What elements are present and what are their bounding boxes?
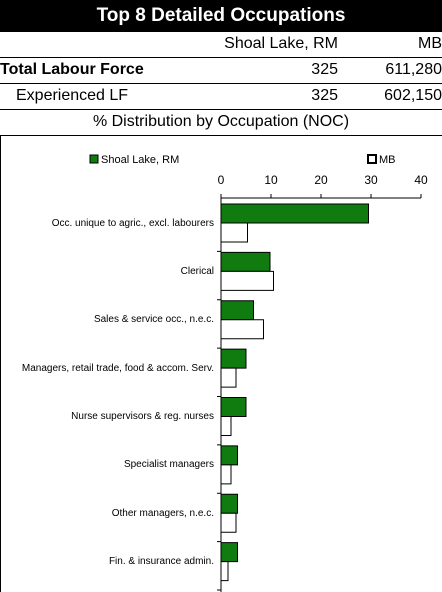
bar [220,348,247,369]
category-label: Specialist managers [0,458,214,471]
row-label: Total Labour Force [0,61,144,78]
category-text: Fin. & insurance admin. [108,556,214,568]
bar [220,561,229,582]
table-row: Experienced LF 325 602,150 [0,84,442,110]
subtitle: % Distribution by Occupation (NOC) [92,113,350,130]
bar [220,367,237,388]
cell: 325 [311,87,338,104]
cell: 602,150 [384,87,442,104]
bar [220,300,254,321]
category-label: Clerical [0,265,214,278]
column-header: Shoal Lake, RM [224,35,338,52]
category-label: Other managers, n.e.c. [0,507,214,520]
category-label: Sales & service occ., n.e.c. [0,313,214,326]
x-tick-label: 40 [414,173,428,187]
category-text: Clerical [180,265,214,277]
bar [220,270,274,291]
category-text: Managers, retail trade, food & accom. Se… [21,362,214,374]
row-label: Experienced LF [16,87,129,104]
title: Top 8 Detailed Occupations [96,5,346,26]
category-text: Specialist managers [123,459,214,471]
category-label: Nurse supervisors & reg. nurses [0,410,214,423]
legend-label: MB [379,154,396,166]
category-label: Occ. unique to agric., excl. labourers [0,217,214,230]
cell: 325 [311,61,338,78]
table-row: Total Labour Force 325 611,280 [0,58,442,84]
legend-label: Shoal Lake, RM [101,154,179,166]
bar [220,542,238,563]
bar [220,251,271,272]
category-label: Managers, retail trade, food & accom. Se… [0,362,214,375]
bar [220,416,232,436]
category-text: Nurse supervisors & reg. nurses [71,411,214,422]
legend-swatch [89,154,99,164]
bar [220,319,264,340]
x-tick-label: 30 [364,173,378,187]
x-tick-label: 20 [314,173,328,187]
bar [220,203,369,224]
bar [220,222,248,243]
category-label: Fin. & insurance admin. [0,555,214,568]
bar [220,493,238,514]
bar [220,512,237,533]
category-text: Other managers, n.e.c. [111,507,214,519]
bar [220,464,232,485]
subtitle-row: % Distribution by Occupation (NOC) [0,110,442,136]
legend-swatch [367,154,377,164]
category-text: Occ. unique to agric., excl. labourers [51,217,214,229]
title-bar: Top 8 Detailed Occupations [0,0,442,32]
category-text: Sales & service occ., n.e.c. [93,314,214,326]
column-header: MB [418,35,442,52]
bar [220,397,247,417]
cell: 611,280 [385,61,442,78]
x-tick-label: 10 [264,173,278,187]
header-row: Shoal Lake, RM MB [0,32,442,58]
bar [220,445,238,466]
x-tick-label: 0 [218,173,225,187]
